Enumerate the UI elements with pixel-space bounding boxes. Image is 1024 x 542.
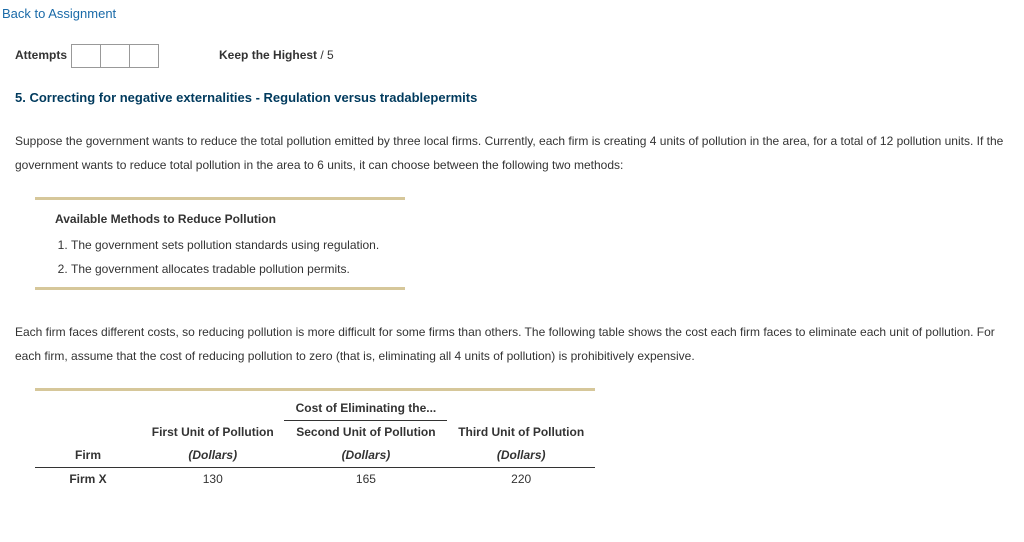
methods-list: The government sets pollution standards … bbox=[35, 233, 405, 281]
back-to-assignment-link[interactable]: Back to Assignment bbox=[0, 0, 118, 29]
body-paragraph-2: Each firm faces different costs, so redu… bbox=[15, 320, 1009, 368]
table-spanner: Cost of Eliminating the... bbox=[284, 397, 447, 421]
attempt-box-1[interactable] bbox=[71, 44, 101, 68]
intro-paragraph: Suppose the government wants to reduce t… bbox=[15, 129, 1009, 177]
method-item-1: The government sets pollution standards … bbox=[71, 233, 405, 257]
col-2-unit: (Dollars) bbox=[284, 444, 447, 468]
table-row: Firm X 130 165 220 bbox=[35, 468, 595, 492]
divider bbox=[35, 388, 595, 391]
methods-block: Available Methods to Reduce Pollution Th… bbox=[35, 197, 405, 290]
keep-highest-label: Keep the Highest / 5 bbox=[219, 46, 334, 65]
question-title: 5. Correcting for negative externalities… bbox=[15, 88, 1009, 109]
method-item-2: The government allocates tradable pollut… bbox=[71, 257, 405, 281]
divider bbox=[35, 197, 405, 200]
cell-value: 165 bbox=[284, 468, 447, 492]
question-content: Attempts Keep the Highest / 5 5. Correct… bbox=[0, 29, 1024, 507]
methods-heading: Available Methods to Reduce Pollution bbox=[35, 206, 405, 233]
attempt-boxes bbox=[71, 44, 159, 68]
firm-name: Firm X bbox=[35, 468, 141, 492]
col-1-unit: (Dollars) bbox=[141, 444, 284, 468]
divider bbox=[35, 287, 405, 290]
attempt-box-3[interactable] bbox=[129, 44, 159, 68]
attempts-row: Attempts Keep the Highest / 5 bbox=[15, 44, 1009, 68]
cell-value: 130 bbox=[141, 468, 284, 492]
firm-header: Firm bbox=[35, 444, 141, 468]
attempts-label: Attempts bbox=[15, 46, 67, 65]
col-3-unit: (Dollars) bbox=[447, 444, 595, 468]
cost-table-block: Cost of Eliminating the... First Unit of… bbox=[35, 388, 595, 492]
cost-table: Cost of Eliminating the... First Unit of… bbox=[35, 397, 595, 492]
col-3-title: Third Unit of Pollution bbox=[447, 420, 595, 444]
col-1-title: First Unit of Pollution bbox=[141, 420, 284, 444]
col-2-title: Second Unit of Pollution bbox=[284, 420, 447, 444]
cell-value: 220 bbox=[447, 468, 595, 492]
attempt-box-2[interactable] bbox=[100, 44, 130, 68]
